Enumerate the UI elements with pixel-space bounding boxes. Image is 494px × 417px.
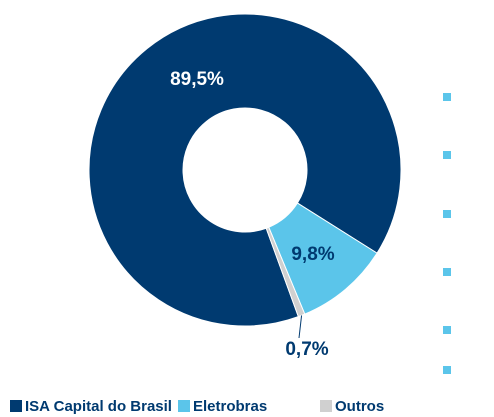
legend-label: Outros — [335, 398, 384, 415]
legend-swatch — [10, 400, 22, 412]
decorative-bullets — [443, 93, 451, 374]
data-label: 0,7% — [285, 339, 328, 360]
legend-swatch — [320, 400, 332, 412]
data-label: 9,8% — [291, 244, 334, 265]
legend-swatch — [178, 400, 190, 412]
leader-line — [298, 315, 303, 339]
legend-label: Eletrobras — [193, 398, 267, 415]
donut-slice — [265, 226, 306, 318]
legend-label: ISA Capital do Brasil — [25, 398, 172, 415]
donut-slice — [88, 13, 402, 327]
data-label: 89,5% — [170, 69, 224, 90]
